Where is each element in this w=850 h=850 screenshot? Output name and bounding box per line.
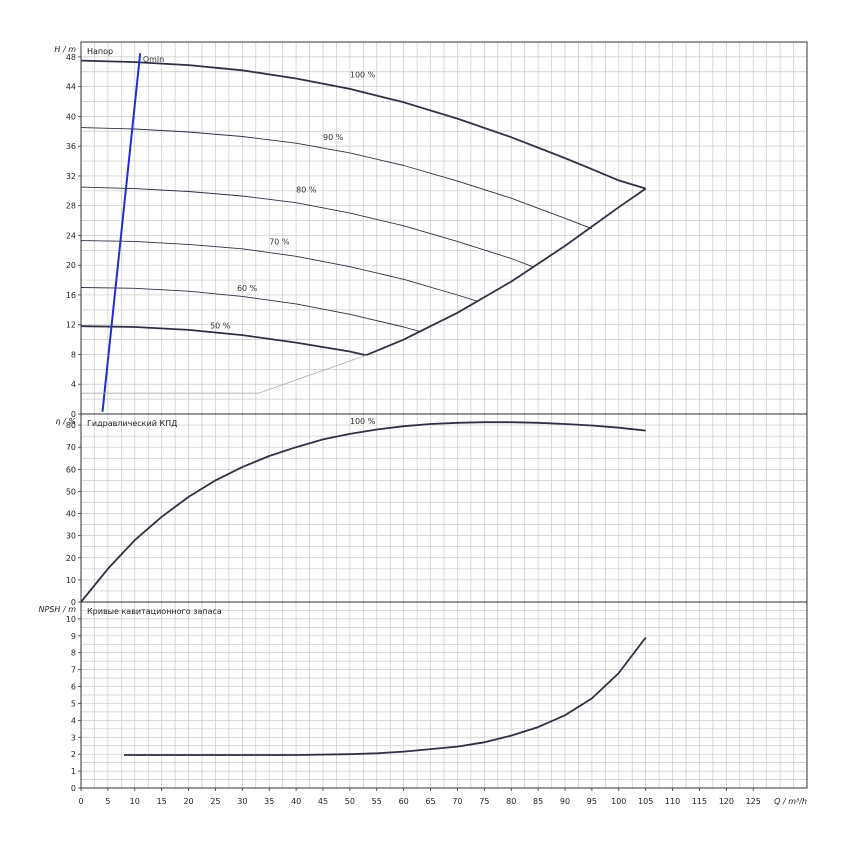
y-tick-label: 20	[66, 554, 76, 563]
x-tick-label: 80	[506, 797, 516, 806]
curves-layer	[80, 53, 647, 756]
curve-label-70: 70 %	[269, 237, 290, 246]
x-tick-label: 110	[665, 797, 680, 806]
y-tick-label: 0	[71, 410, 76, 419]
x-tick-label: 100	[611, 797, 626, 806]
y-tick-label: 8	[71, 350, 76, 359]
x-tick-label: 25	[210, 797, 220, 806]
y-tick-label: 2	[71, 750, 76, 759]
curve-90	[80, 127, 593, 230]
x-tick-label: 10	[130, 797, 140, 806]
grid-layer	[80, 41, 808, 789]
y-tick-label: 36	[66, 142, 76, 151]
y-tick-label: 28	[66, 202, 76, 211]
y-axis-label: H / m	[54, 45, 76, 54]
x-tick-label: 40	[291, 797, 301, 806]
y-tick-label: 60	[66, 465, 76, 474]
x-tick-label: 35	[264, 797, 274, 806]
panel-frame	[80, 601, 808, 789]
curve-qmin	[101, 53, 142, 412]
y-tick-label: 12	[66, 321, 76, 330]
y-tick-label: 10	[66, 576, 76, 585]
curve-100	[80, 421, 646, 603]
curve-label-50: 50 %	[210, 321, 231, 330]
x-tick-label: 60	[399, 797, 409, 806]
y-tick-label: 1	[71, 767, 76, 776]
y-tick-label: 20	[66, 261, 76, 270]
x-tick-label: 70	[452, 797, 462, 806]
x-tick-label: 125	[746, 797, 761, 806]
x-tick-label: 90	[560, 797, 570, 806]
y-tick-label: 4	[71, 716, 76, 725]
x-tick-label: 85	[533, 797, 543, 806]
y-axis-label: NPSH / m	[39, 605, 77, 614]
y-tick-label: 48	[66, 53, 76, 62]
x-tick-label: 45	[318, 797, 328, 806]
y-tick-label: 40	[66, 112, 76, 121]
curve-label-60: 60 %	[237, 284, 258, 293]
x-tick-label: 55	[372, 797, 382, 806]
x-tick-label: 65	[425, 797, 435, 806]
curve-label-100: 100 %	[350, 71, 376, 80]
y-tick-label: 6	[71, 683, 76, 692]
y-tick-label: 44	[66, 83, 76, 92]
frame-layer	[78, 41, 808, 791]
y-tick-label: 5	[71, 699, 76, 708]
x-tick-label: 20	[183, 797, 193, 806]
y-axis-label: η / %	[56, 417, 76, 426]
curve-label-90: 90 %	[323, 133, 344, 142]
x-tick-label: 0	[78, 797, 83, 806]
y-tick-label: 30	[66, 532, 76, 541]
curve-label-100: 100 %	[350, 417, 376, 426]
y-tick-label: 7	[71, 666, 76, 675]
x-axis-label: Q / m³/h	[774, 797, 807, 806]
y-tick-label: 0	[71, 598, 76, 607]
x-tick-label: 75	[479, 797, 489, 806]
y-tick-label: 4	[71, 380, 76, 389]
y-tick-label: 9	[71, 632, 76, 641]
curve-label-qmin: Qmin	[143, 55, 164, 64]
panel-title: Гидравлический КПД	[87, 419, 177, 428]
y-tick-label: 8	[71, 649, 76, 658]
curve-80	[80, 186, 533, 268]
curve-50	[80, 325, 367, 357]
x-tick-label: 105	[638, 797, 653, 806]
y-tick-label: 80	[66, 421, 76, 430]
x-tick-label: 15	[157, 797, 167, 806]
curve-minimum-limit	[81, 354, 367, 394]
y-tick-label: 3	[71, 733, 76, 742]
curve-70	[80, 240, 477, 302]
panel-title: Кривые кавитационного запаса	[87, 607, 222, 616]
y-tick-label: 32	[66, 172, 76, 181]
x-tick-label: 5	[105, 797, 110, 806]
x-tick-label: 95	[587, 797, 597, 806]
y-tick-label: 10	[66, 615, 76, 624]
x-tick-label: 30	[237, 797, 247, 806]
x-tick-label: 50	[345, 797, 355, 806]
y-tick-label: 24	[66, 231, 76, 240]
y-tick-label: 0	[71, 784, 76, 793]
y-tick-label: 40	[66, 510, 76, 519]
curve-60	[80, 287, 420, 332]
y-tick-label: 50	[66, 487, 76, 496]
x-tick-label: 120	[719, 797, 734, 806]
y-tick-label: 16	[66, 291, 76, 300]
curve-max-speed-limit	[365, 187, 647, 357]
curve-label-80: 80 %	[296, 185, 317, 194]
y-tick-label: 70	[66, 443, 76, 452]
x-tick-label: 115	[692, 797, 707, 806]
curve-100	[80, 59, 646, 190]
panel-title: Напор	[87, 47, 113, 56]
curve-series	[124, 636, 647, 756]
